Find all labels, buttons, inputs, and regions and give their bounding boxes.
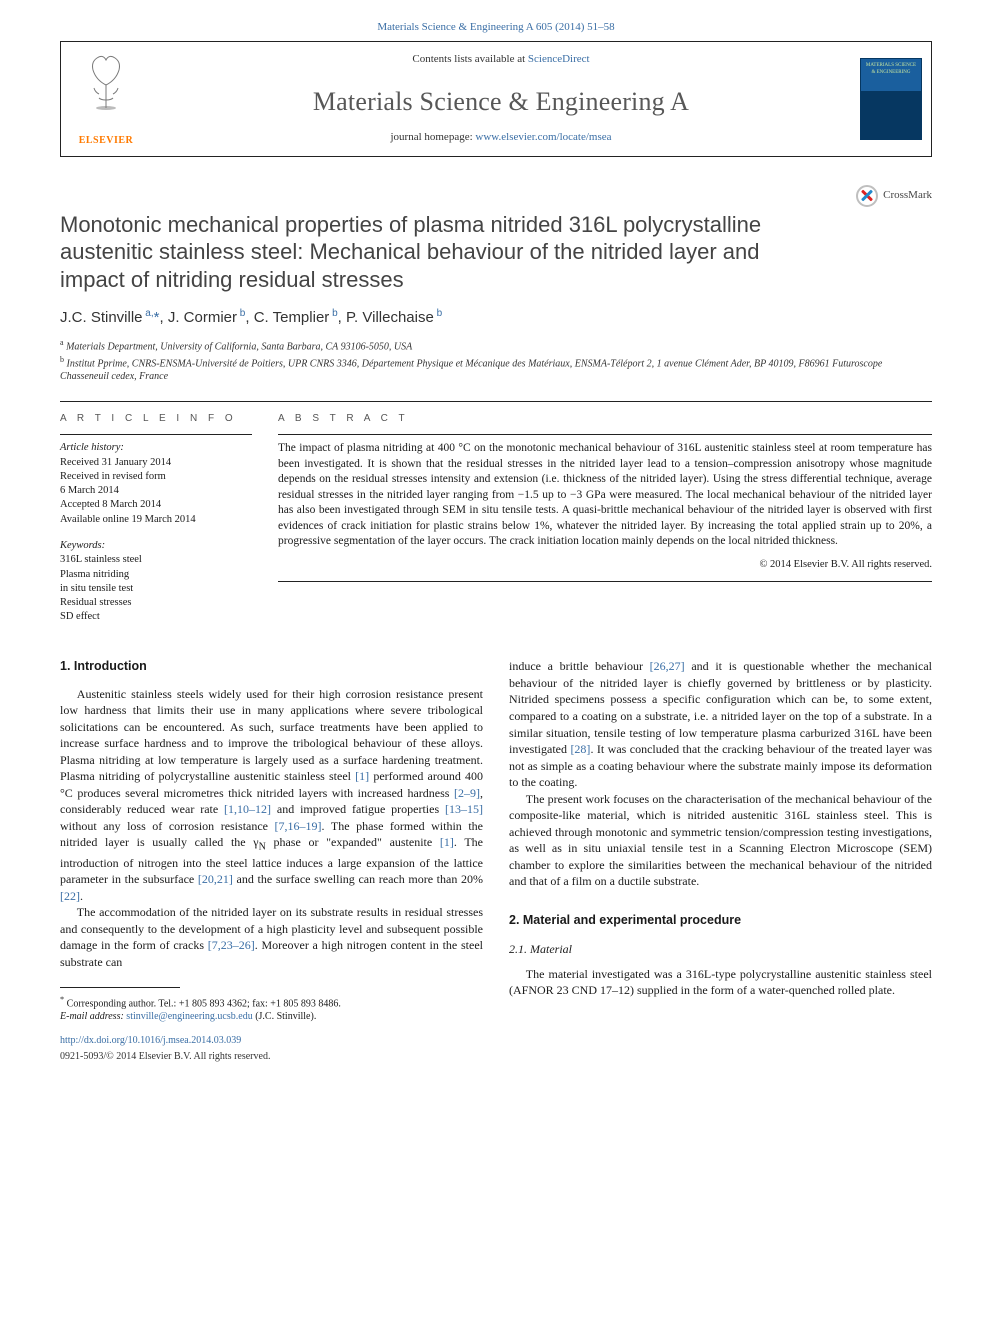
citation-link[interactable]: [2–9] — [454, 786, 480, 800]
author-affil-marker[interactable]: b — [329, 308, 337, 319]
footnote-divider — [60, 987, 180, 988]
history-line: Received 31 January 2014 — [60, 456, 252, 470]
abstract-copyright: © 2014 Elsevier B.V. All rights reserved… — [278, 558, 932, 582]
history-line: Received in revised form — [60, 470, 252, 484]
citation-link[interactable]: [22] — [60, 889, 80, 903]
citation-link[interactable]: Materials Science & Engineering A 605 (2… — [377, 21, 614, 33]
abstract-column: A B S T R A C T The impact of plasma nit… — [278, 412, 932, 624]
citation-link[interactable]: [28] — [570, 742, 590, 756]
corresponding-author-footnote: * Corresponding author. Tel.: +1 805 893… — [60, 994, 483, 1024]
subscript: N — [259, 842, 266, 853]
keyword: Residual stresses — [60, 596, 252, 610]
text-run: induce a brittle behaviour — [509, 659, 650, 673]
keyword: 316L stainless steel — [60, 553, 252, 567]
citation-link[interactable]: [1] — [355, 769, 369, 783]
email-link[interactable]: stinville@engineering.ucsb.edu — [126, 1011, 252, 1022]
section-heading-intro: 1. Introduction — [60, 658, 483, 675]
doi-link[interactable]: http://dx.doi.org/10.1016/j.msea.2014.03… — [60, 1035, 241, 1046]
article-history-block: Article history: Received 31 January 201… — [60, 434, 252, 527]
email-label: E-mail address: — [60, 1011, 126, 1022]
keyword: SD effect — [60, 610, 252, 624]
section-heading-material: 2. Material and experimental procedure — [509, 912, 932, 929]
crossmark-label: CrossMark — [883, 188, 932, 203]
affiliation-text: Materials Department, University of Cali… — [66, 341, 412, 352]
sciencedirect-link[interactable]: ScienceDirect — [528, 53, 590, 65]
corr-author-text: Corresponding author. Tel.: +1 805 893 4… — [67, 998, 341, 1009]
footnote-marker: * — [60, 995, 64, 1004]
paragraph: induce a brittle behaviour [26,27] and i… — [509, 658, 932, 790]
header-center: Contents lists available at ScienceDirec… — [151, 42, 851, 155]
affiliation-a: a Materials Department, University of Ca… — [60, 338, 932, 354]
abstract-text: The impact of plasma nitriding at 400 °C… — [278, 434, 932, 550]
homepage-line: journal homepage: www.elsevier.com/locat… — [390, 130, 611, 145]
cover-thumb-block: MATERIALS SCIENCE & ENGINEERING — [851, 42, 931, 155]
homepage-prefix: journal homepage: — [390, 131, 475, 143]
section-divider — [60, 401, 932, 402]
citation-link[interactable]: [7,23–26] — [208, 938, 255, 952]
issn-copyright: 0921-5093/© 2014 Elsevier B.V. All right… — [60, 1050, 483, 1064]
subsection-heading-material: 2.1. Material — [509, 941, 932, 958]
history-line: Accepted 8 March 2014 — [60, 498, 252, 512]
citation-link[interactable]: [20,21] — [198, 872, 233, 886]
author-affil-marker[interactable]: b — [237, 308, 245, 319]
publisher-block: ELSEVIER — [61, 42, 151, 155]
contents-prefix: Contents lists available at — [412, 53, 527, 65]
article-body: 1. Introduction Austenitic stainless ste… — [60, 658, 932, 1063]
text-run: without any loss of corrosion resistance — [60, 819, 275, 833]
paragraph: The present work focuses on the characte… — [509, 791, 932, 890]
history-label: Article history: — [60, 441, 252, 456]
paragraph: The accommodation of the nitrided layer … — [60, 904, 483, 970]
history-line: 6 March 2014 — [60, 484, 252, 498]
text-run: phase or "expanded" austenite — [266, 835, 440, 849]
abstract-heading: A B S T R A C T — [278, 412, 932, 426]
citation-link[interactable]: [13–15] — [445, 802, 483, 816]
author-name: C. Templier — [254, 309, 330, 326]
text-run: and improved fatigue properties — [271, 802, 445, 816]
affiliation-b: b Institut Pprime, CNRS-ENSMA-Université… — [60, 355, 932, 383]
journal-cover-thumb: MATERIALS SCIENCE & ENGINEERING — [860, 58, 922, 140]
homepage-link[interactable]: www.elsevier.com/locate/msea — [475, 131, 611, 143]
citation-link[interactable]: [7,16–19] — [275, 819, 322, 833]
keyword: in situ tensile test — [60, 582, 252, 596]
paragraph: The material investigated was a 316L-typ… — [509, 966, 932, 999]
citation-link[interactable]: [26,27] — [650, 659, 685, 673]
journal-header: ELSEVIER Contents lists available at Sci… — [60, 41, 932, 156]
citation-link[interactable]: [1,10–12] — [224, 802, 271, 816]
journal-name: Materials Science & Engineering A — [313, 84, 689, 120]
corresponding-marker[interactable]: * — [154, 309, 160, 326]
author-affil-marker[interactable]: b — [434, 308, 442, 319]
keywords-label: Keywords: — [60, 539, 252, 554]
text-run: and the surface swelling can reach more … — [233, 872, 483, 886]
author-list: J.C. Stinville a,*, J. Cormier b, C. Tem… — [60, 307, 932, 328]
author-name: P. Villechaise — [346, 309, 434, 326]
keyword: Plasma nitriding — [60, 568, 252, 582]
history-line: Available online 19 March 2014 — [60, 513, 252, 527]
paragraph: Austenitic stainless steels widely used … — [60, 686, 483, 905]
elsevier-tree-icon — [81, 50, 131, 110]
citation-link[interactable]: [1] — [440, 835, 454, 849]
crossmark-icon — [856, 185, 878, 207]
author-affil-marker[interactable]: a, — [143, 308, 154, 319]
crossmark-badge[interactable]: CrossMark — [856, 185, 932, 207]
author-name: J.C. Stinville — [60, 309, 143, 326]
article-title: Monotonic mechanical properties of plasm… — [60, 211, 830, 294]
email-suffix: (J.C. Stinville). — [253, 1011, 317, 1022]
citation-bar: Materials Science & Engineering A 605 (2… — [60, 20, 932, 35]
author-name: J. Cormier — [168, 309, 237, 326]
article-info-column: A R T I C L E I N F O Article history: R… — [60, 412, 252, 624]
keywords-block: Keywords: 316L stainless steel Plasma ni… — [60, 539, 252, 625]
contents-available: Contents lists available at ScienceDirec… — [412, 52, 589, 67]
elsevier-wordmark: ELSEVIER — [79, 134, 134, 148]
text-run: . — [80, 889, 83, 903]
article-info-heading: A R T I C L E I N F O — [60, 412, 252, 426]
affiliation-text: Institut Pprime, CNRS-ENSMA-Université d… — [60, 358, 882, 382]
